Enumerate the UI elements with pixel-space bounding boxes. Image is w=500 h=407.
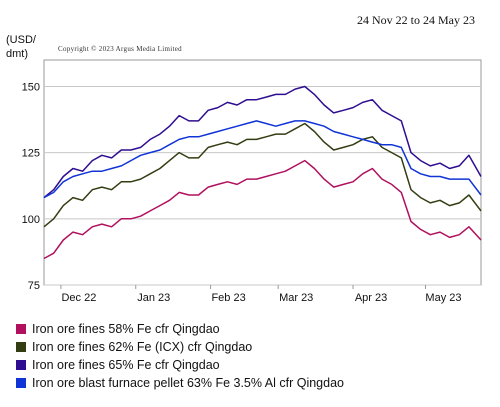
x-tick-label: May 23 [425,292,461,304]
legend-label: Iron ore fines 65% Fe cfr Qingdao [32,358,220,372]
legend-swatch [16,378,26,388]
y-tick-label: 100 [22,214,40,226]
legend-label: Iron ore fines 62% Fe (ICX) cfr Qingdao [32,340,253,354]
x-tick-labels: Dec 22 Jan 23 Feb 23 Mar 23 Apr 23 May 23 [60,285,462,304]
y-axis-unit-line1: (USD/ [6,34,36,46]
plot-area [43,59,482,286]
y-axis-unit-line2: dmt) [6,48,28,60]
legend-item: Iron ore blast furnace pellet 63% Fe 3.5… [16,374,344,392]
date-range-label: 24 Nov 22 to 24 May 23 [357,13,475,27]
series-line-3 [43,85,482,199]
grid-layer [44,85,481,286]
legend-item: Iron ore fines 62% Fe (ICX) cfr Qingdao [16,338,344,356]
x-tick-label: Apr 23 [355,292,387,304]
legend-swatch [16,360,26,370]
y-tick-label: 125 [22,148,40,160]
line-chart: 75 100 125 150 Dec 22 Jan 23 Feb 23 Mar 23 Apr … [22,59,482,304]
series-line-2 [43,122,482,228]
legend-swatch [16,324,26,334]
x-tick-label: Jan 23 [137,292,170,304]
legend-item: Iron ore fines 65% Fe cfr Qingdao [16,356,344,374]
x-tick-label: Feb 23 [211,292,245,304]
x-tick-label: Dec 22 [61,292,96,304]
x-tick-label: Mar 23 [279,292,313,304]
copyright-notice: Copyright © 2023 Argus Media Limited [58,45,182,53]
y-tick-labels: 75 100 125 150 [22,81,40,292]
series-line-4 [43,120,482,199]
legend-label: Iron ore blast furnace pellet 63% Fe 3.5… [32,376,344,390]
legend-swatch [16,342,26,352]
legend: Iron ore fines 58% Fe cfr Qingdao Iron or… [16,320,344,392]
series-line-1 [43,159,482,260]
legend-label: Iron ore fines 58% Fe cfr Qingdao [32,322,220,336]
series-lines [43,85,482,260]
y-tick-label: 75 [28,280,40,292]
legend-item: Iron ore fines 58% Fe cfr Qingdao [16,320,344,338]
y-axis-unit: (USD/ dmt) [6,33,36,61]
y-tick-label: 150 [22,81,40,93]
